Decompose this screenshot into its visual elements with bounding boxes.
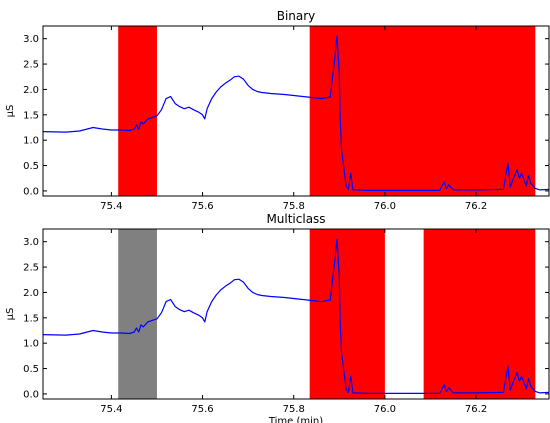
panel-1-axes-frame — [42, 25, 550, 197]
panel-2-region-1 — [118, 229, 157, 399]
panel-1-ytick-label: 1.0 — [23, 136, 39, 147]
panel-2-ytick-label: 1.0 — [23, 339, 39, 350]
panel-2-ytick-label: 2.5 — [23, 263, 39, 274]
panel-2-ytick-label: 0.0 — [23, 389, 39, 400]
panel-1-series-line — [42, 35, 550, 191]
panel-2-xtick-label: 76.0 — [374, 404, 396, 415]
panel-2-xlabel: Time (min) — [268, 416, 323, 423]
panel-1-xtick-label: 75.6 — [191, 201, 213, 212]
panel-1-region-1 — [118, 26, 157, 196]
panel-2-ytick-label: 1.5 — [23, 313, 39, 324]
panel-1-xtick-label: 76.2 — [465, 201, 487, 212]
panel-1-ytick-label: 1.5 — [23, 110, 39, 121]
panel-2-xtick-label: 75.4 — [100, 404, 122, 415]
panel-2-region-2 — [309, 229, 385, 399]
panel-1-ytick-label: 2.0 — [23, 85, 39, 96]
panel-1-xtick-label: 75.8 — [283, 201, 305, 212]
panel-2-region-3 — [423, 229, 536, 399]
panel-1-ytick-label: 2.5 — [23, 60, 39, 71]
panel-2-ytick-label: 3.0 — [23, 237, 39, 248]
panel-2-ytick-label: 0.5 — [23, 364, 39, 375]
panel-1-xtick-label: 75.4 — [100, 201, 122, 212]
panel-1-ytick-label: 0.0 — [23, 186, 39, 197]
panel-2-series-line — [42, 238, 550, 394]
panel-1-ylabel: μS — [5, 105, 16, 118]
panel-2-ytick-label: 2.0 — [23, 288, 39, 299]
panel-1-region-2 — [309, 26, 536, 196]
panel-1-title: Binary — [277, 9, 316, 23]
panel-1-ytick-label: 0.5 — [23, 161, 39, 172]
panel-2-xtick-label: 75.8 — [283, 404, 305, 415]
panel-2-xtick-label: 76.2 — [465, 404, 487, 415]
panel-2-xtick-label: 75.6 — [191, 404, 213, 415]
panel-2-axes-frame — [42, 228, 550, 400]
panel-2-ylabel: μS — [5, 308, 16, 321]
panel-1-xtick-label: 76.0 — [374, 201, 396, 212]
panel-1-ytick-label: 3.0 — [23, 34, 39, 45]
panel-2-title: Multiclass — [266, 212, 325, 226]
